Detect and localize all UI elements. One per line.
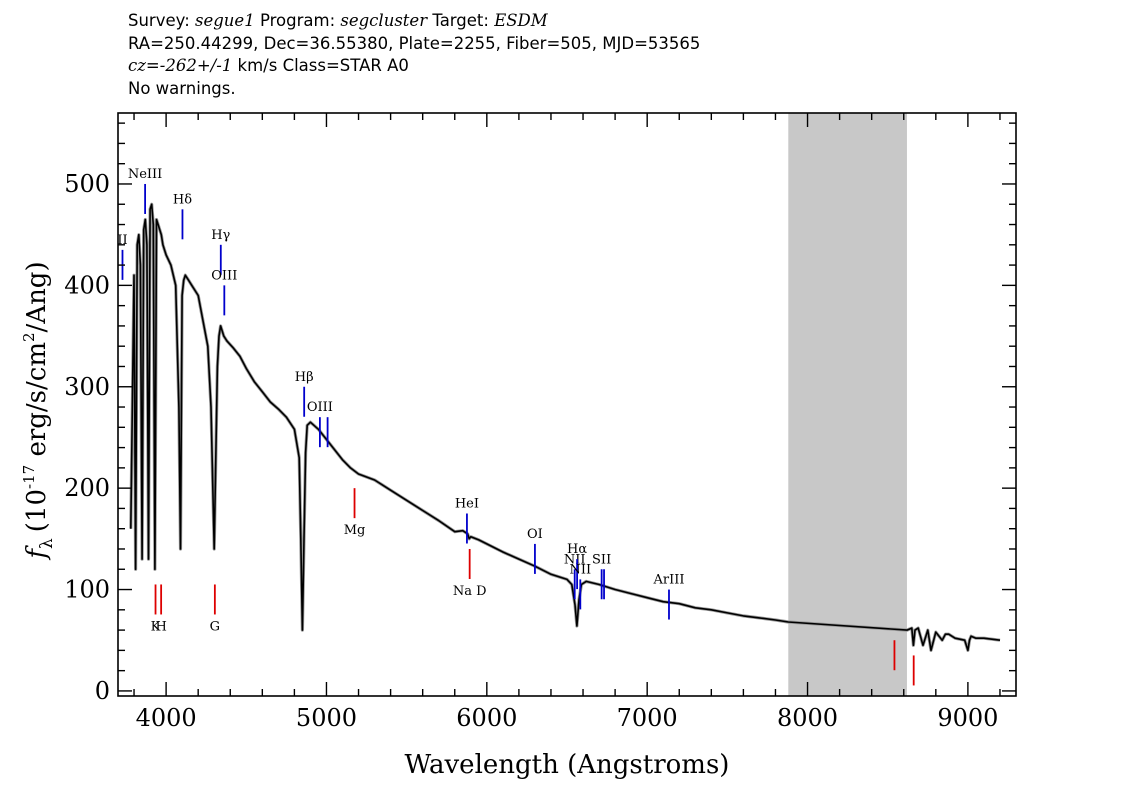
survey-value: segue1 [195,11,255,30]
x-tick-label: 7000 [617,704,678,732]
y-axis-title: fλ(10-17 erg/s/cm2/Ang) [20,261,57,560]
y-tick-label: 300 [64,373,110,401]
y-tick-label: 500 [64,170,110,198]
program-label: Program: [259,11,336,30]
y-tick-label: 0 [95,677,110,705]
spectrum-header: Survey: segue1 Program: segcluster Targe… [128,10,700,100]
absorption-line-label: Mg [344,523,366,538]
emission-line-label: Hα [567,542,587,557]
absorption-line-label: K [151,619,161,634]
x-tick-label: 6000 [456,704,517,732]
y-tick-label: 200 [64,474,110,502]
absorption-line-label: Na D [453,584,487,599]
emission-line-label: OIII [307,400,333,415]
emission-line-label: II [117,233,127,248]
survey-label: Survey: [128,11,190,30]
x-tick-label: 4000 [136,704,197,732]
y-tick-label: 100 [64,576,110,604]
emission-line-label: HeI [455,496,479,511]
emission-line-label: NII [569,562,591,577]
target-label: Target: [432,11,489,30]
emission-line-label: OIII [211,268,237,283]
emission-line-label: ArIII [652,573,684,588]
emission-line-label: Hδ [173,192,192,207]
program-value: segcluster [340,11,428,30]
emission-line-label: NII [564,552,586,567]
cz-value: -262+/-1 [159,56,233,75]
y-tick-label: 400 [64,271,110,299]
header-line-coordinates: RA=250.44299, Dec=36.55380, Plate=2255, … [128,33,701,53]
x-axis-title: Wavelength (Angstroms) [405,750,730,780]
emission-line-label: Hγ [211,228,230,243]
target-value: ESDM [494,11,548,30]
header-line-survey: Survey: segue1 Program: segcluster Targe… [128,10,700,33]
x-tick-label: 8000 [777,704,838,732]
emission-line-label: NeIII [128,167,162,182]
cz-unit-class: km/s Class=STAR A0 [237,56,409,75]
cz-label: cz= [128,56,160,75]
absorption-line-label: G [210,619,220,634]
absorption-line-label: H [155,619,166,634]
x-tick-label: 5000 [296,704,357,732]
emission-line-label: Hβ [295,370,314,385]
emission-line-label: SII [592,552,611,567]
header-line-redshift: cz=-262+/-1 km/s Class=STAR A0 [128,55,700,78]
header-line-warnings: No warnings. [128,78,236,98]
plot-frame [117,112,1017,697]
emission-line-label: OI [527,527,543,542]
x-tick-label: 9000 [937,704,998,732]
masked-region [788,113,907,696]
series-line [130,203,1001,652]
